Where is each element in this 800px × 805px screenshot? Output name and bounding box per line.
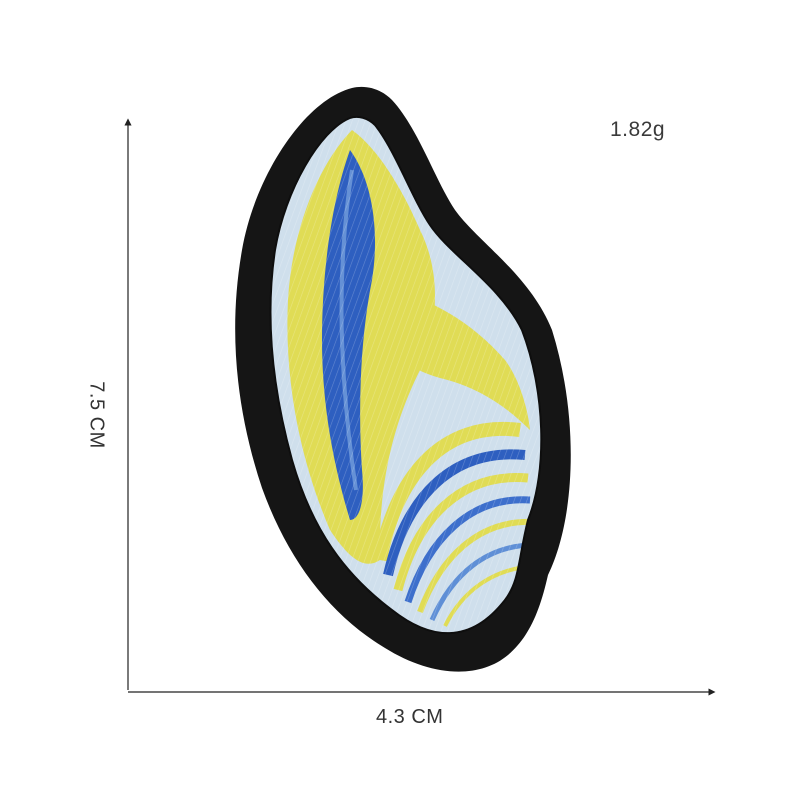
height-label: 7.5 CM <box>85 381 108 449</box>
seashell-patch <box>235 86 571 672</box>
width-label: 4.3 CM <box>376 706 444 728</box>
weight-label: 1.82g <box>610 118 666 141</box>
